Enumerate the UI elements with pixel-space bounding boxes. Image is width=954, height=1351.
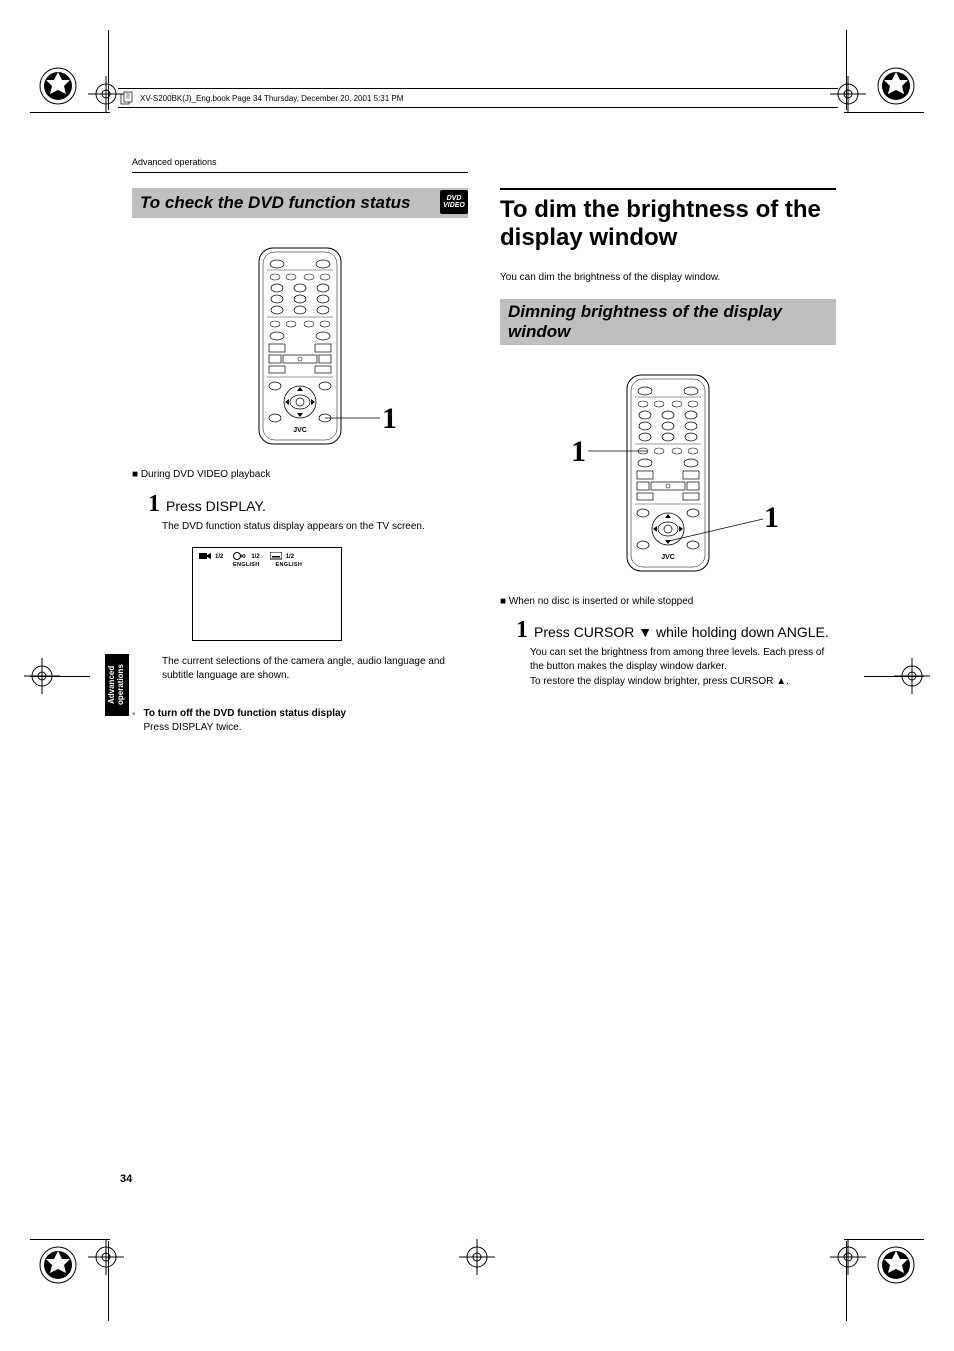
precondition-text: During DVD VIDEO playback (141, 469, 271, 480)
crop-line (30, 1239, 110, 1240)
osd-audio: 1/2 (251, 554, 259, 560)
crosshair-icon (88, 1239, 124, 1275)
reg-mark-tl (38, 66, 78, 106)
left-column: To check the DVD function status DVD VID… (132, 188, 468, 735)
osd-subtitle: 1/2 (286, 554, 294, 560)
crop-line (844, 1239, 924, 1240)
crop-line (30, 112, 110, 113)
precondition-left: ■ During DVD VIDEO playback (132, 468, 468, 482)
sidebar-tab-label: Advanced operations (108, 665, 126, 706)
remote-diagram-left: JVC 1 (132, 246, 468, 446)
after-osd-text: The current selections of the camera ang… (162, 655, 468, 682)
step-1-left: 1 Press DISPLAY. (148, 492, 468, 516)
crosshair-icon (830, 1239, 866, 1275)
reg-mark-br (876, 1245, 916, 1285)
heading-rule (500, 188, 836, 190)
bullet-icon: • (132, 708, 136, 735)
osd-diagram: 1/2 1/2 1/2 ENGLISH ENGLISH (192, 547, 342, 641)
dvd-video-badge: DVD VIDEO (440, 190, 468, 214)
callout-number-left: 1 (571, 435, 586, 469)
camera-icon (199, 552, 211, 562)
turnoff-body: Press DISPLAY twice. (144, 721, 347, 735)
callout-line (300, 246, 420, 446)
step-1-right: 1 Press CURSOR ▼ while holding down ANGL… (516, 618, 836, 642)
precondition-text-r: When no disc is inserted or while stoppe… (509, 596, 694, 607)
left-title: To check the DVD function status (140, 193, 410, 213)
right-heading-l1: To dim the brightness of the (500, 196, 836, 224)
header-text: XV-S200BK(J)_Eng.book Page 34 Thursday, … (140, 94, 403, 103)
left-title-bar: To check the DVD function status DVD VID… (132, 188, 468, 218)
crop-line (846, 30, 847, 110)
osd-lang2: ENGLISH (276, 562, 303, 568)
callout-number: 1 (382, 402, 397, 436)
step-label: Press DISPLAY. (166, 492, 266, 516)
sidebar-tab: Advanced operations (105, 654, 129, 716)
osd-angle: 1/2 (215, 554, 223, 560)
turnoff-label: To turn off the DVD function status disp… (144, 708, 347, 719)
right-heading-l2: display window (500, 224, 836, 252)
right-intro: You can dim the brightness of the displa… (500, 271, 836, 285)
callout-line (668, 373, 808, 573)
step-body-r1: You can set the brightness from among th… (530, 646, 836, 673)
step-body: The DVD function status display appears … (162, 520, 468, 534)
framemaker-header: XV-S200BK(J)_Eng.book Page 34 Thursday, … (118, 88, 838, 108)
reg-mark-tr (876, 66, 916, 106)
crop-line (844, 112, 924, 113)
badge-bottom: VIDEO (440, 202, 468, 209)
callout-line (548, 373, 668, 573)
right-subtitle-bar: Dimning brightness of the display window (500, 299, 836, 345)
page-number: 34 (120, 1173, 132, 1185)
step-label-r: Press CURSOR ▼ while holding down ANGLE. (534, 618, 829, 642)
right-column: To dim the brightness of the display win… (500, 188, 836, 735)
step-number-r: 1 (516, 618, 528, 642)
crosshair-icon (459, 1239, 495, 1275)
remote-diagram-right: JVC 1 1 (500, 373, 836, 573)
crop-line (108, 1241, 109, 1321)
crop-line (864, 676, 924, 677)
precondition-right: ■ When no disc is inserted or while stop… (500, 595, 836, 609)
callout-number-right: 1 (764, 501, 779, 535)
step-number: 1 (148, 492, 160, 516)
section-rule (132, 172, 468, 173)
crop-line (30, 676, 90, 677)
crop-line (108, 30, 109, 110)
crop-line (846, 1241, 847, 1321)
step-body-r2: To restore the display window brighter, … (530, 675, 836, 689)
section-label: Advanced operations (132, 157, 217, 167)
right-subtitle: Dimning brightness of the display window (508, 302, 836, 341)
subtitle-icon (270, 552, 282, 562)
audio-icon (233, 552, 247, 562)
reg-mark-bl (38, 1245, 78, 1285)
badge-top: DVD (440, 195, 468, 202)
osd-lang1: ENGLISH (233, 562, 260, 568)
